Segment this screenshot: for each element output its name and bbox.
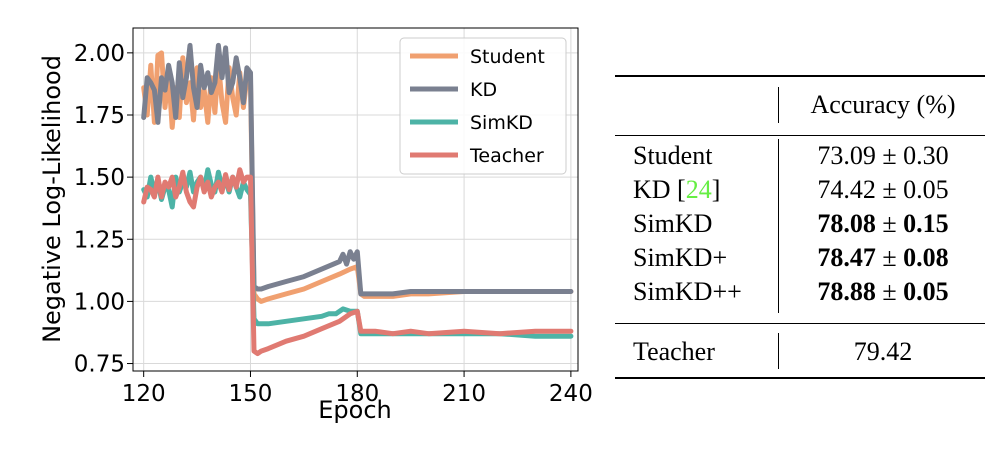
- plus-minus: ±: [882, 175, 897, 204]
- y-tick-label: 1.00: [74, 289, 125, 315]
- table-teacher-rule: [615, 323, 985, 324]
- x-tick-label: 180: [335, 381, 379, 407]
- accuracy-mean: 78.47: [817, 243, 876, 272]
- table-row-method: SimKD+: [633, 243, 728, 272]
- y-tick-label: 0.75: [74, 352, 125, 378]
- accuracy-std: 0.30: [903, 141, 949, 170]
- table-header-accuracy: Accuracy (%): [810, 90, 956, 119]
- legend-label-simkd: SimKD: [470, 112, 533, 134]
- y-tick-label: 2.00: [74, 41, 125, 67]
- accuracy-table: Accuracy (%) Student 73.09 ± 0.30 KD [24…: [615, 75, 985, 380]
- accuracy-mean: 78.88: [817, 277, 876, 306]
- citation-link[interactable]: 24: [685, 175, 712, 204]
- table-row-value: 78.47 ± 0.08: [783, 243, 983, 273]
- table-row-method: SimKD: [633, 209, 713, 238]
- table-column-separator: [778, 333, 779, 369]
- x-tick-label: 210: [442, 381, 486, 407]
- axis-ticks: 120 150 180 210 240 0.75 1.00 1.25 1.50 1.75 2.00: [74, 41, 593, 407]
- table-teacher-value: 79.42: [853, 337, 913, 366]
- y-tick-label: 1.75: [74, 103, 125, 129]
- table-column-separator: [778, 139, 779, 313]
- table-header-rule: [615, 135, 985, 136]
- x-axis-label: Epoch: [318, 396, 392, 424]
- x-tick-label: 120: [122, 381, 166, 407]
- legend-label-kd: KD: [470, 79, 497, 101]
- table-row-method: SimKD++: [633, 277, 742, 306]
- plus-minus: ±: [882, 209, 897, 238]
- accuracy-std: 0.15: [903, 209, 949, 238]
- plot-frame: [132, 27, 579, 372]
- table-column-separator: [778, 87, 779, 123]
- chart-series: [141, 42, 574, 357]
- accuracy-mean: 74.42: [817, 175, 876, 204]
- legend-label-teacher: Teacher: [469, 145, 544, 167]
- plus-minus: ±: [882, 243, 897, 272]
- series-line-kd: [141, 42, 574, 297]
- plus-minus: ±: [882, 277, 897, 306]
- y-tick-label: 1.25: [74, 227, 125, 253]
- accuracy-std: 0.05: [903, 175, 949, 204]
- accuracy-std: 0.08: [903, 243, 949, 272]
- citation-bracket: ]: [711, 175, 721, 204]
- table-row-method: Student: [633, 141, 713, 170]
- table-row-value: 73.09 ± 0.30: [783, 141, 983, 171]
- method-name: KD [: [633, 175, 686, 204]
- table-top-rule: [615, 75, 985, 77]
- accuracy-std: 0.05: [903, 277, 949, 306]
- table-teacher-method: Teacher: [633, 337, 715, 366]
- plus-minus: ±: [882, 141, 897, 170]
- x-tick-label: 150: [229, 381, 273, 407]
- table-row-method: KD [24]: [633, 175, 720, 205]
- chart-legend: Student KD SimKD Teacher: [399, 37, 567, 175]
- x-tick-label: 240: [549, 381, 593, 407]
- accuracy-mean: 73.09: [817, 141, 876, 170]
- y-axis-label: Negative Log-Likelihood: [38, 55, 66, 343]
- series-line-teacher: [141, 167, 574, 357]
- legend-frame: [399, 37, 567, 175]
- accuracy-mean: 78.08: [817, 209, 876, 238]
- table-row-value: 78.88 ± 0.05: [783, 277, 983, 307]
- table-bottom-rule: [615, 377, 985, 379]
- table-row-value: 78.08 ± 0.15: [783, 209, 983, 239]
- table-row-value: 74.42 ± 0.05: [783, 175, 983, 205]
- y-tick-label: 1.50: [74, 165, 125, 191]
- legend-label-student: Student: [470, 46, 545, 68]
